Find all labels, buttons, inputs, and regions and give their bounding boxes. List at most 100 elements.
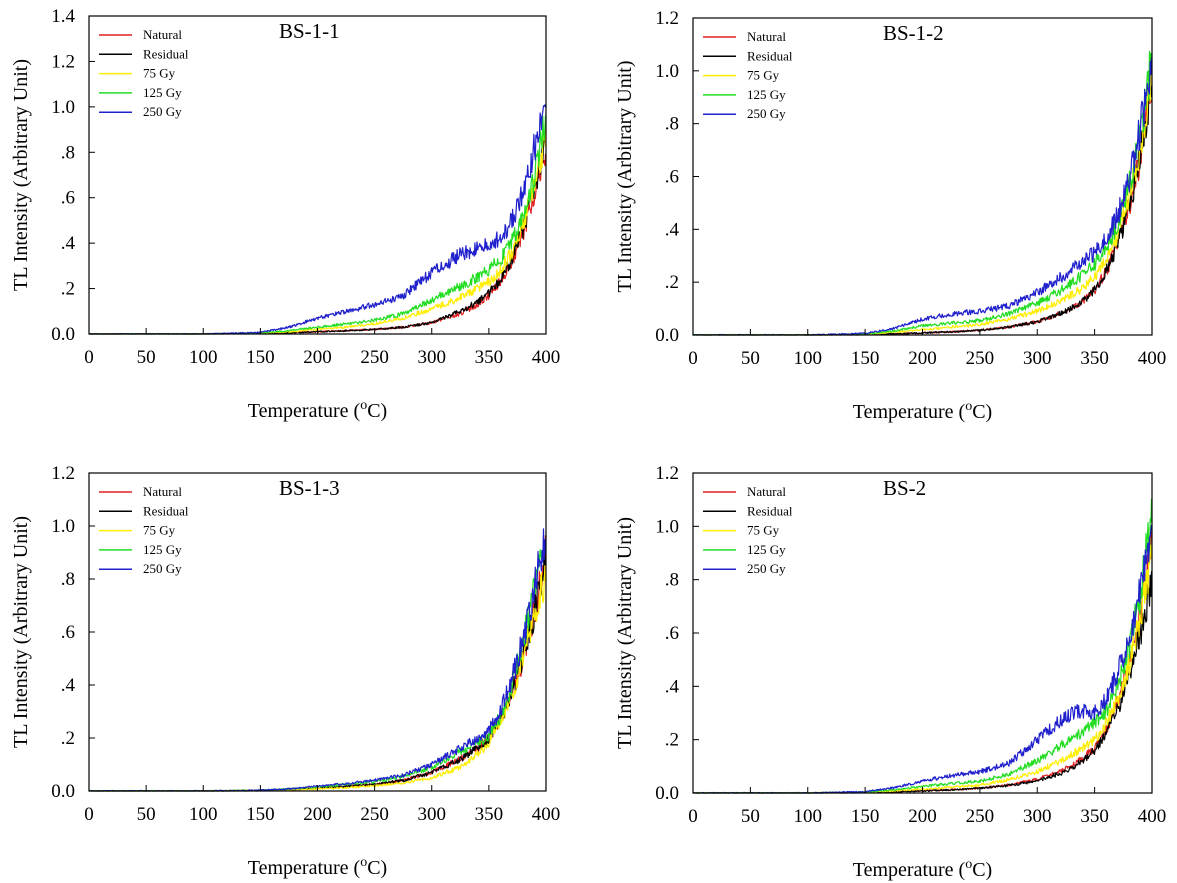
plot-frame <box>692 17 1153 336</box>
x-axis-title: Temperature (oC) <box>248 855 387 879</box>
y-tick-label: .6 <box>61 188 75 209</box>
x-tick-label: 250 <box>360 347 389 368</box>
x-tick-label: 400 <box>1138 348 1167 369</box>
y-tick-label: 1.0 <box>51 516 75 537</box>
series-line-75-gy <box>693 544 1153 794</box>
legend-label: Natural <box>143 27 182 42</box>
panel-title: BS-1-2 <box>883 21 944 45</box>
x-tick-label: 250 <box>966 348 995 369</box>
legend-label: 125 Gy <box>747 542 786 557</box>
x-tick-label: 50 <box>137 804 156 825</box>
y-tick-label: .8 <box>665 570 679 591</box>
legend-label: Natural <box>747 29 786 44</box>
legend-label: Residual <box>143 503 189 518</box>
x-tick-label: 400 <box>532 347 561 368</box>
y-tick-label: 1.2 <box>51 463 75 484</box>
y-tick-label: 0.0 <box>51 324 75 345</box>
x-tick-label: 300 <box>1023 348 1052 369</box>
legend-label: Natural <box>143 484 182 499</box>
legend-label: 125 Gy <box>747 87 786 102</box>
x-tick-label: 100 <box>794 348 823 369</box>
x-tick-label: 400 <box>1138 806 1167 827</box>
y-tick-label: 0.0 <box>655 783 679 804</box>
x-tick-label: 200 <box>908 348 937 369</box>
y-tick-label: .4 <box>61 233 76 254</box>
x-tick-label: 200 <box>303 347 332 368</box>
y-tick-label: .4 <box>61 675 76 696</box>
y-tick-label: .6 <box>665 623 679 644</box>
legend-label: 75 Gy <box>747 523 780 538</box>
x-axis-title: Temperature (oC) <box>853 399 992 423</box>
x-axis-title: Temperature (oC) <box>248 398 387 422</box>
y-axis-title: TL Intensity (Arbitrary Unit) <box>10 516 32 748</box>
x-tick-label: 0 <box>688 348 698 369</box>
y-axis-title: TL Intensity (Arbitrary Unit) <box>614 517 636 749</box>
x-tick-label: 50 <box>741 806 760 827</box>
y-tick-label: 1.0 <box>655 516 679 537</box>
y-tick-label: 0.0 <box>51 781 75 802</box>
legend-label: Residual <box>747 503 793 518</box>
x-tick-label: 150 <box>246 804 275 825</box>
panel-title: BS-1-1 <box>279 19 340 43</box>
panel-title: BS-1-3 <box>279 476 340 500</box>
y-tick-label: 1.0 <box>51 97 75 118</box>
x-tick-label: 300 <box>418 347 447 368</box>
x-tick-label: 350 <box>475 804 504 825</box>
x-tick-label: 0 <box>84 347 94 368</box>
x-tick-label: 350 <box>1080 806 1109 827</box>
y-tick-label: .4 <box>665 676 680 697</box>
y-tick-label: .2 <box>61 728 75 749</box>
x-tick-label: 400 <box>532 804 561 825</box>
y-tick-label: 1.2 <box>655 8 679 29</box>
y-tick-label: 1.4 <box>51 6 75 27</box>
y-tick-label: .8 <box>61 569 75 590</box>
y-tick-label: .4 <box>665 219 680 240</box>
x-tick-label: 150 <box>851 348 880 369</box>
y-tick-label: .2 <box>665 730 679 751</box>
x-tick-label: 300 <box>418 804 447 825</box>
x-tick-label: 150 <box>246 347 275 368</box>
legend-label: Residual <box>747 48 793 63</box>
y-tick-label: 1.0 <box>655 61 679 82</box>
y-tick-label: .6 <box>61 622 75 643</box>
chart-panel-3: 0 50 100 150 200 250 300 350 400 0.0 .2 .4 .6 .8 1.0 1.… <box>10 463 560 879</box>
x-tick-label: 0 <box>84 804 94 825</box>
legend-label: 250 Gy <box>143 104 182 119</box>
legend-label: 75 Gy <box>747 68 780 83</box>
x-tick-label: 350 <box>1080 348 1109 369</box>
legend-label: 250 Gy <box>143 561 182 576</box>
legend-label: 125 Gy <box>143 85 182 100</box>
x-tick-label: 200 <box>908 806 937 827</box>
x-tick-label: 200 <box>303 804 332 825</box>
legend-label: 250 Gy <box>747 106 786 121</box>
x-tick-label: 100 <box>189 347 218 368</box>
y-axis-title: TL Intensity (Arbitrary Unit) <box>10 59 32 291</box>
x-tick-label: 250 <box>360 804 389 825</box>
x-tick-label: 350 <box>475 347 504 368</box>
legend-label: 75 Gy <box>143 523 176 538</box>
x-tick-label: 50 <box>137 347 156 368</box>
x-tick-label: 250 <box>966 806 995 827</box>
y-tick-label: 1.2 <box>655 463 679 484</box>
legend-label: 125 Gy <box>143 542 182 557</box>
y-tick-label: .6 <box>665 167 679 188</box>
x-tick-label: 150 <box>851 806 880 827</box>
y-tick-label: .2 <box>665 272 679 293</box>
y-tick-label: .2 <box>61 279 75 300</box>
y-tick-label: .8 <box>61 142 75 163</box>
legend-label: 250 Gy <box>747 561 786 576</box>
x-tick-label: 0 <box>688 806 698 827</box>
chart-panel-1: 0 50 100 150 200 250 300 350 400 0.0 .2 .4 .6 .8 1.0 1.… <box>10 6 560 422</box>
chart-panel-4: 0 50 100 150 200 250 300 350 400 0.0 .2 .4 .6 .8 1.0 1.… <box>614 463 1166 881</box>
y-tick-label: 1.2 <box>51 51 75 72</box>
x-tick-label: 300 <box>1023 806 1052 827</box>
y-tick-label: .8 <box>665 114 679 135</box>
legend-label: Residual <box>143 46 189 61</box>
series-line-residual <box>692 571 1153 794</box>
series-line-75-gy <box>89 565 547 792</box>
x-tick-label: 100 <box>189 804 218 825</box>
y-tick-label: 0.0 <box>655 325 679 346</box>
x-axis-title: Temperature (oC) <box>853 857 992 881</box>
legend-label: Natural <box>747 484 786 499</box>
chart-panel-2: 0 50 100 150 200 250 300 350 400 0.0 .2 .4 .6 .8 1.0 1.… <box>614 8 1166 423</box>
